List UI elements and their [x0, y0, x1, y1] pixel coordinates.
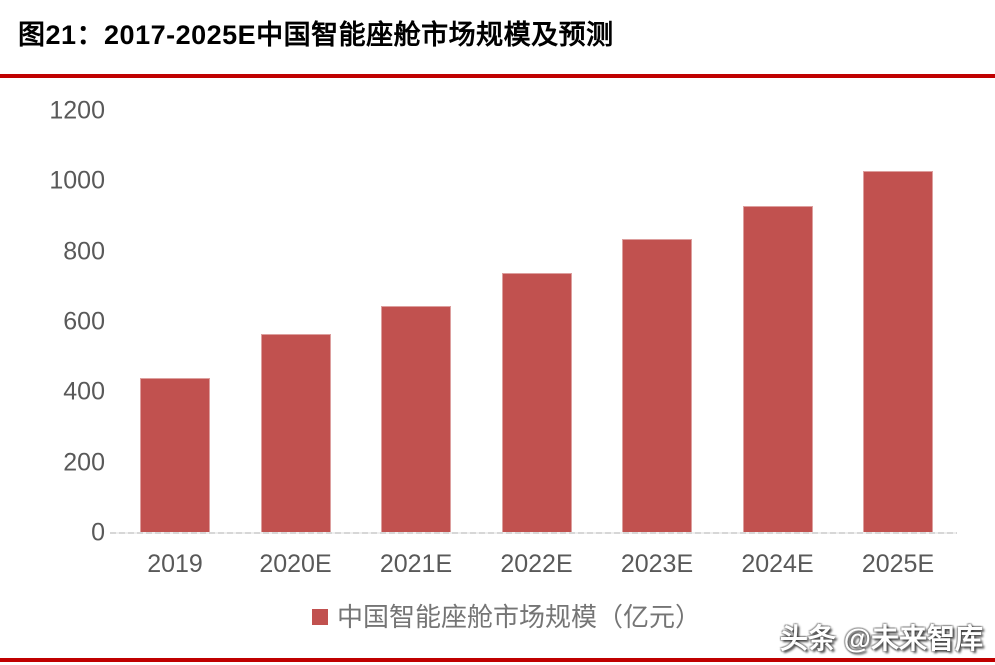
- x-axis-line: [110, 532, 957, 534]
- x-tick-label-2022E: 2022E: [500, 550, 573, 578]
- legend: 中国智能座舱市场规模（亿元）: [312, 604, 701, 630]
- x-tick-label-2023E: 2023E: [620, 550, 694, 578]
- bar-2021E: [381, 306, 451, 533]
- bar-2019: [140, 378, 210, 533]
- bar-2022E: [501, 272, 572, 533]
- watermark: 头条 @未来智库: [779, 623, 983, 654]
- bottom-divider: [0, 658, 995, 662]
- y-tick-label: 800: [63, 237, 105, 266]
- x-tick-label-2024E: 2024E: [741, 550, 814, 578]
- legend-label: 中国智能座舱市场规模（亿元）: [337, 602, 702, 632]
- figure-title: 图21：2017-2025E中国智能座舱市场规模及预测: [18, 20, 614, 50]
- x-tick-label-2019: 2019: [147, 550, 203, 578]
- bar-2025E: [863, 170, 933, 533]
- x-tick-label-2025E: 2025E: [861, 550, 935, 578]
- bar-2023E: [622, 239, 692, 533]
- y-tick-label: 0: [91, 518, 105, 547]
- y-tick-label: 400: [63, 377, 105, 406]
- y-tick-label: 600: [63, 307, 105, 336]
- top-divider: [0, 74, 995, 78]
- y-tick-label: 1200: [49, 96, 105, 125]
- bar-2024E: [742, 205, 813, 533]
- y-tick-label: 200: [63, 448, 105, 477]
- x-tick-label-2020E: 2020E: [259, 550, 332, 578]
- bar-2020E: [260, 334, 331, 533]
- x-tick-label-2021E: 2021E: [379, 550, 453, 578]
- y-tick-label: 1000: [49, 166, 105, 195]
- legend-swatch-icon: [312, 609, 328, 625]
